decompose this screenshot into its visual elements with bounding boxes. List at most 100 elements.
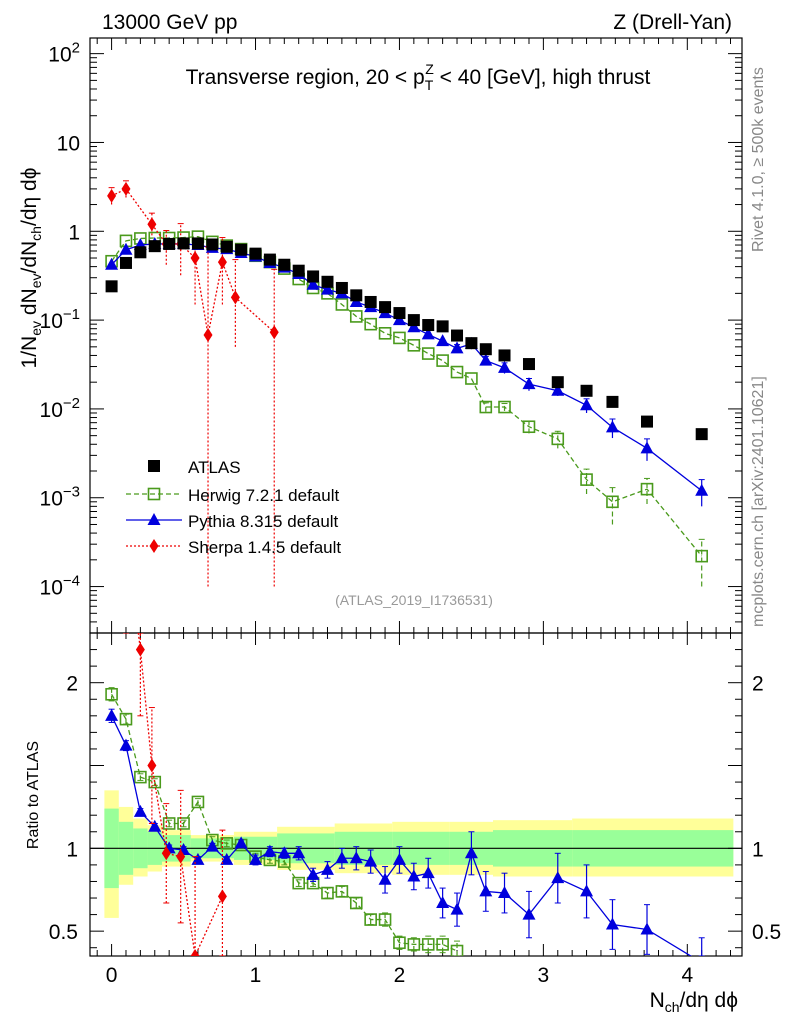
y-axis-title: 1/Nev dNev/dNch/dη dϕ (18, 168, 44, 369)
atlas-point (364, 295, 377, 308)
x-tick-label: 2 (394, 964, 406, 987)
herwig-ratio-point (220, 837, 234, 850)
pythia-point (320, 282, 334, 295)
x-tick-label: 0 (106, 964, 118, 987)
atlas-point (695, 428, 708, 441)
sherpa-ratio-line (137, 633, 224, 956)
ratio-frame (89, 632, 743, 957)
pythia-ratio-point (436, 895, 450, 908)
sherpa-ratio-series (121, 527, 227, 956)
herwig-point (498, 400, 511, 414)
herwig-point (335, 298, 349, 311)
atlas-point (335, 281, 348, 294)
atlas-point (163, 237, 176, 250)
atlas-point (134, 246, 147, 259)
pythia-ratio-point (479, 884, 493, 897)
herwig-ratio-point (162, 817, 176, 830)
pythia-point (580, 398, 594, 411)
herwig-ratio-point (335, 885, 349, 898)
pythia-ratio-point (277, 846, 291, 859)
atlas-point (321, 275, 334, 288)
atlas-data-series (105, 237, 708, 441)
pythia-ratio-point (234, 836, 248, 849)
legend-marker-pythia (147, 513, 161, 525)
pythia-point (306, 277, 320, 290)
herwig-ratio-point (349, 896, 363, 910)
pythia-point (605, 420, 619, 433)
analysis-id: (ATLAS_2019_I1736531) (335, 592, 493, 608)
herwig-ratio-point (436, 938, 449, 951)
pythia-ratio-line (111, 715, 693, 956)
atlas-point (235, 243, 248, 256)
sherpa-point (230, 290, 240, 305)
atlas-point (479, 343, 492, 356)
atlas-point (292, 264, 305, 277)
sherpa-point (147, 217, 157, 232)
herwig-ratio-point (450, 944, 464, 956)
atlas-point (551, 376, 564, 389)
ratio-tick-label: 2 (66, 673, 78, 696)
atlas-point (148, 240, 161, 253)
herwig-point (606, 495, 619, 509)
pythia-ratio-point (133, 804, 147, 817)
pythia-point (551, 383, 565, 396)
x-tick-label: 1 (250, 964, 262, 987)
x-tick-label: 4 (681, 964, 693, 987)
plot-title: Transverse region, 20 < pTZ < 40 [GeV], … (186, 61, 651, 93)
pythia-ratio-point (701, 955, 702, 956)
pythia-point (407, 320, 421, 333)
pythia-point (436, 334, 450, 347)
atlas-point (498, 349, 511, 362)
herwig-point (522, 420, 536, 434)
herwig-ratio-point (393, 936, 406, 950)
atlas-point (105, 280, 118, 293)
pythia-ratio-point (220, 852, 234, 865)
pythia-ratio-series (105, 708, 705, 956)
herwig-ratio-point (191, 795, 205, 809)
herwig-point (364, 317, 377, 331)
pythia-ratio-point (450, 902, 464, 915)
sherpa-ratio-point (135, 642, 145, 657)
ratio-y-axis-title: Ratio to ATLAS (25, 741, 42, 849)
atlas-point (307, 270, 320, 283)
pythia-ratio-point (249, 852, 263, 865)
pythia-point (105, 257, 119, 270)
herwig-point (580, 473, 593, 486)
uncertainty-bands (104, 790, 734, 918)
herwig-ratio-point (421, 938, 435, 951)
pythia-ratio-point (580, 884, 594, 897)
pythia-ratio-point (605, 917, 619, 930)
pythia-point (498, 360, 512, 373)
atlas-point (580, 384, 593, 397)
legend-item-sherpa: Sherpa 1.4.5 default (126, 538, 341, 557)
pythia-point (479, 353, 493, 366)
pythia-point (392, 313, 406, 326)
main-panel: 10−4 10−3 10−2 10−1 1 10 102 Transverse region,… (40, 37, 743, 956)
herwig-ratio-point (105, 687, 118, 701)
x-tick-label: 3 (538, 964, 550, 987)
sherpa-point (190, 251, 200, 266)
herwig-ratio-point (378, 913, 392, 926)
herwig-line (111, 235, 703, 557)
herwig-point (479, 400, 493, 414)
pythia-point (522, 377, 536, 390)
atlas-point (422, 319, 435, 332)
herwig-point (551, 432, 565, 446)
legend-marker-sherpa (149, 539, 159, 553)
legend-label-herwig: Herwig 7.2.1 default (188, 486, 339, 505)
pythia-ratio-point (119, 738, 133, 751)
pythia-ratio-point (191, 852, 205, 865)
process-label: Z (Drell-Yan) (613, 11, 732, 34)
pythia-ratio-point (105, 708, 119, 721)
sherpa-ratio-point (121, 527, 130, 541)
atlas-point (191, 237, 204, 250)
atlas-point (263, 253, 276, 266)
atlas-point (465, 337, 478, 350)
pythia-ratio-point (148, 819, 162, 832)
atlas-point (379, 301, 392, 314)
y-tick-label: 10−3 (40, 484, 80, 511)
atlas-point (436, 320, 449, 333)
pythia-ratio-point (364, 854, 378, 867)
legend-label-sherpa: Sherpa 1.4.5 default (188, 538, 341, 557)
